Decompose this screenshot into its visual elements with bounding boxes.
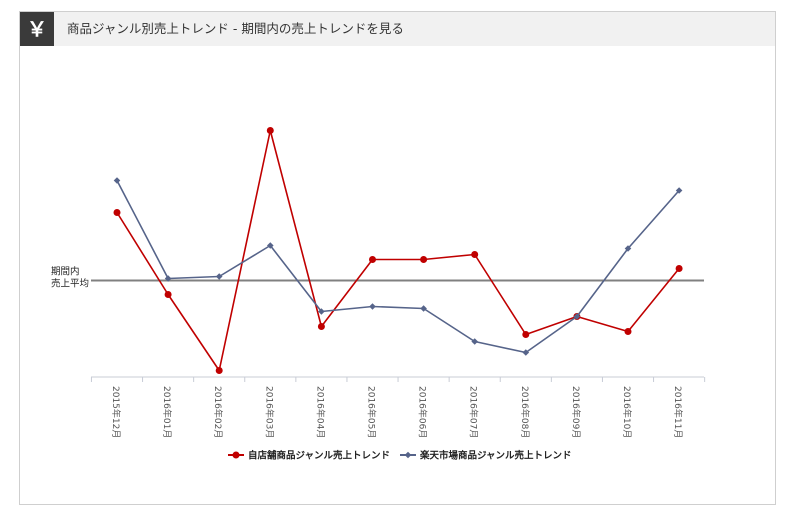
series-2-point: [164, 275, 172, 282]
x-tick-label: 2016年07月: [468, 386, 480, 438]
series-1-point: [215, 367, 223, 374]
x-tick-label: 2016年06月: [417, 386, 429, 438]
series-1-point: [420, 256, 428, 263]
x-tick-label: 2016年02月: [212, 386, 224, 438]
series-2-point: [573, 313, 581, 320]
x-tick-label: 2016年11月: [672, 386, 684, 438]
average-reference-label: 売上平均: [51, 278, 89, 290]
series-1-point: [113, 209, 121, 216]
x-tick-label: 2016年08月: [519, 386, 531, 438]
panel-title: 商品ジャンル別売上トレンド - 期間内の売上トレンドを見る: [67, 21, 404, 36]
series-2-point: [624, 245, 632, 252]
legend-marker-2: [404, 451, 412, 459]
series-1-point: [266, 127, 274, 134]
average-reference-label: 期間内: [51, 266, 80, 278]
legend-label-1: 自店舗商品ジャンル売上トレンド: [248, 450, 390, 462]
series-line-1: [116, 129, 680, 372]
series-1-point: [624, 328, 632, 335]
series-line-2: [116, 180, 680, 354]
panel-header: ￥ 商品ジャンル別売上トレンド - 期間内の売上トレンドを見る: [20, 12, 775, 46]
series-2-point: [522, 349, 530, 356]
series-2-point: [267, 242, 274, 249]
series-1-point: [522, 331, 530, 338]
x-tick-label: 2016年09月: [570, 386, 582, 438]
series-2-point: [675, 187, 683, 194]
series-1-point: [675, 265, 683, 272]
series-1-point: [369, 256, 376, 263]
series-2-point: [471, 338, 478, 345]
series-1-point: [317, 323, 325, 330]
series-1-point: [164, 291, 172, 298]
x-tick-label: 2016年04月: [314, 386, 326, 438]
x-tick-label: 2016年01月: [161, 386, 173, 438]
series-2-point: [369, 303, 376, 310]
series-2-point: [113, 177, 121, 184]
series-2-point: [215, 273, 223, 280]
legend-label-2: 楽天市場商品ジャンル売上トレンド: [419, 450, 572, 462]
x-tick-label: 2016年10月: [621, 386, 633, 438]
x-tick-label: 2015年12月: [110, 386, 122, 438]
yen-icon: ￥: [20, 12, 54, 46]
legend-marker-1: [232, 451, 240, 459]
series-2-point: [318, 308, 325, 315]
x-tick-label: 2016年03月: [263, 386, 275, 438]
x-tick-label: 2016年05月: [366, 386, 378, 438]
series-1-point: [471, 251, 479, 258]
series-2-point: [420, 305, 427, 312]
